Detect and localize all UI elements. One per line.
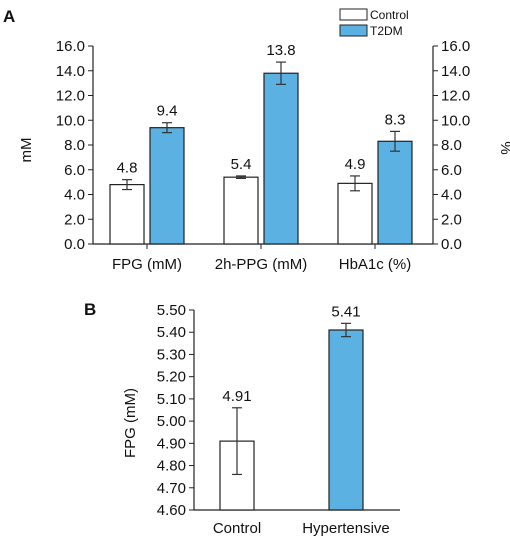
panel-a-left-tick-label: 4.0 xyxy=(64,187,85,204)
panel-a-data-label: 13.8 xyxy=(266,42,295,59)
panel-b-bar-hypertensive xyxy=(328,329,364,511)
panel-a-left-tick-label: 10.0 xyxy=(56,112,85,129)
legend-label-control: Control xyxy=(370,8,409,22)
panel-a-data-label: 8.3 xyxy=(385,111,406,128)
panel-a-right-tick-label: 16.0 xyxy=(441,38,470,55)
panel-a-right-tick-label: 2.0 xyxy=(441,211,462,228)
panel-a-left-tick-label: 14.0 xyxy=(56,63,85,80)
panel-a-data-label: 4.9 xyxy=(345,156,366,173)
panel-b-y-tick-label: 5.30 xyxy=(157,346,186,363)
panel-a-data-label: 9.4 xyxy=(157,103,178,120)
panel-a-bar-control xyxy=(109,184,145,245)
panel-b-y-tick-label: 5.10 xyxy=(157,391,186,408)
panel-a-category-label: FPG (mM) xyxy=(112,256,182,273)
panel-b-y-tick-label: 5.00 xyxy=(157,413,186,430)
panel-a-bar-control xyxy=(223,176,259,245)
panel-b-y-tick-label: 4.70 xyxy=(157,480,186,497)
legend-swatch-t2dm xyxy=(339,24,368,37)
panel-a-letter: A xyxy=(3,7,15,26)
panel-b-category-label: Control xyxy=(213,520,261,537)
panel-a-right-tick-label: 4.0 xyxy=(441,187,462,204)
panel-a-right-tick-label: 0.0 xyxy=(441,236,462,253)
panel-a-bar-t2dm xyxy=(263,72,299,245)
panel-a-left-tick-label: 12.0 xyxy=(56,88,85,105)
panel-b-data-label: 4.91 xyxy=(222,388,251,405)
panel-a-ylabel: mM xyxy=(18,138,35,163)
legend-label-t2dm: T2DM xyxy=(370,24,403,38)
panel-b-y-tick-label: 5.50 xyxy=(157,302,186,319)
panel-b-y-tick-label: 4.60 xyxy=(157,502,186,519)
panel-a-right-tick-label: 6.0 xyxy=(441,162,462,179)
panel-a-bar-control xyxy=(337,182,373,245)
panel-b-y-tick-label: 4.80 xyxy=(157,458,186,475)
panel-a-y2label: % xyxy=(497,141,510,154)
panel-a-category-label: 2h-PPG (mM) xyxy=(215,256,308,273)
panel-a-right-tick-label: 14.0 xyxy=(441,63,470,80)
panel-a-right-tick-label: 12.0 xyxy=(441,88,470,105)
panel-a-left-tick-label: 6.0 xyxy=(64,162,85,179)
panel-b-ylabel: FPG (mM) xyxy=(122,388,139,458)
panel-a-left-tick-label: 8.0 xyxy=(64,137,85,154)
panel-b-bar-control xyxy=(219,440,255,511)
panel-a-left-tick-label: 2.0 xyxy=(64,211,85,228)
panel-a-plot: 0.0 0.0 2.0 2.0 4.0 4.0 6.0 6.0 8.0 8.0 10.0 10.0 12… xyxy=(56,38,470,273)
panel-b-y-tick-label: 5.20 xyxy=(157,369,186,386)
panel-b-y-tick-label: 5.40 xyxy=(157,324,186,341)
panel-a-category-label: HbA1c (%) xyxy=(339,256,412,273)
panel-b-category-label: Hypertensive xyxy=(302,520,390,537)
legend-swatch-control xyxy=(339,8,368,21)
panel-a-left-tick-label: 0.0 xyxy=(64,236,85,253)
panel-b-plot: 4.60 4.70 4.80 4.90 5.00 5.10 5.20 5.30 5.40 5.50… xyxy=(157,302,400,537)
panel-a-data-label: 5.4 xyxy=(231,156,252,173)
panel-a-right-tick-label: 8.0 xyxy=(441,137,462,154)
panel-a-legend: Control T2DM xyxy=(339,8,409,38)
panel-a-bar-t2dm xyxy=(377,140,413,245)
panel-b-y-tick-label: 4.90 xyxy=(157,435,186,452)
panel-b-letter: B xyxy=(84,300,96,319)
panel-a-data-label: 4.8 xyxy=(117,160,138,177)
panel-a-left-tick-label: 16.0 xyxy=(56,38,85,55)
panel-a-right-tick-label: 10.0 xyxy=(441,112,470,129)
panel-a-bar-t2dm xyxy=(149,127,185,245)
panel-b-data-label: 5.41 xyxy=(331,303,360,320)
